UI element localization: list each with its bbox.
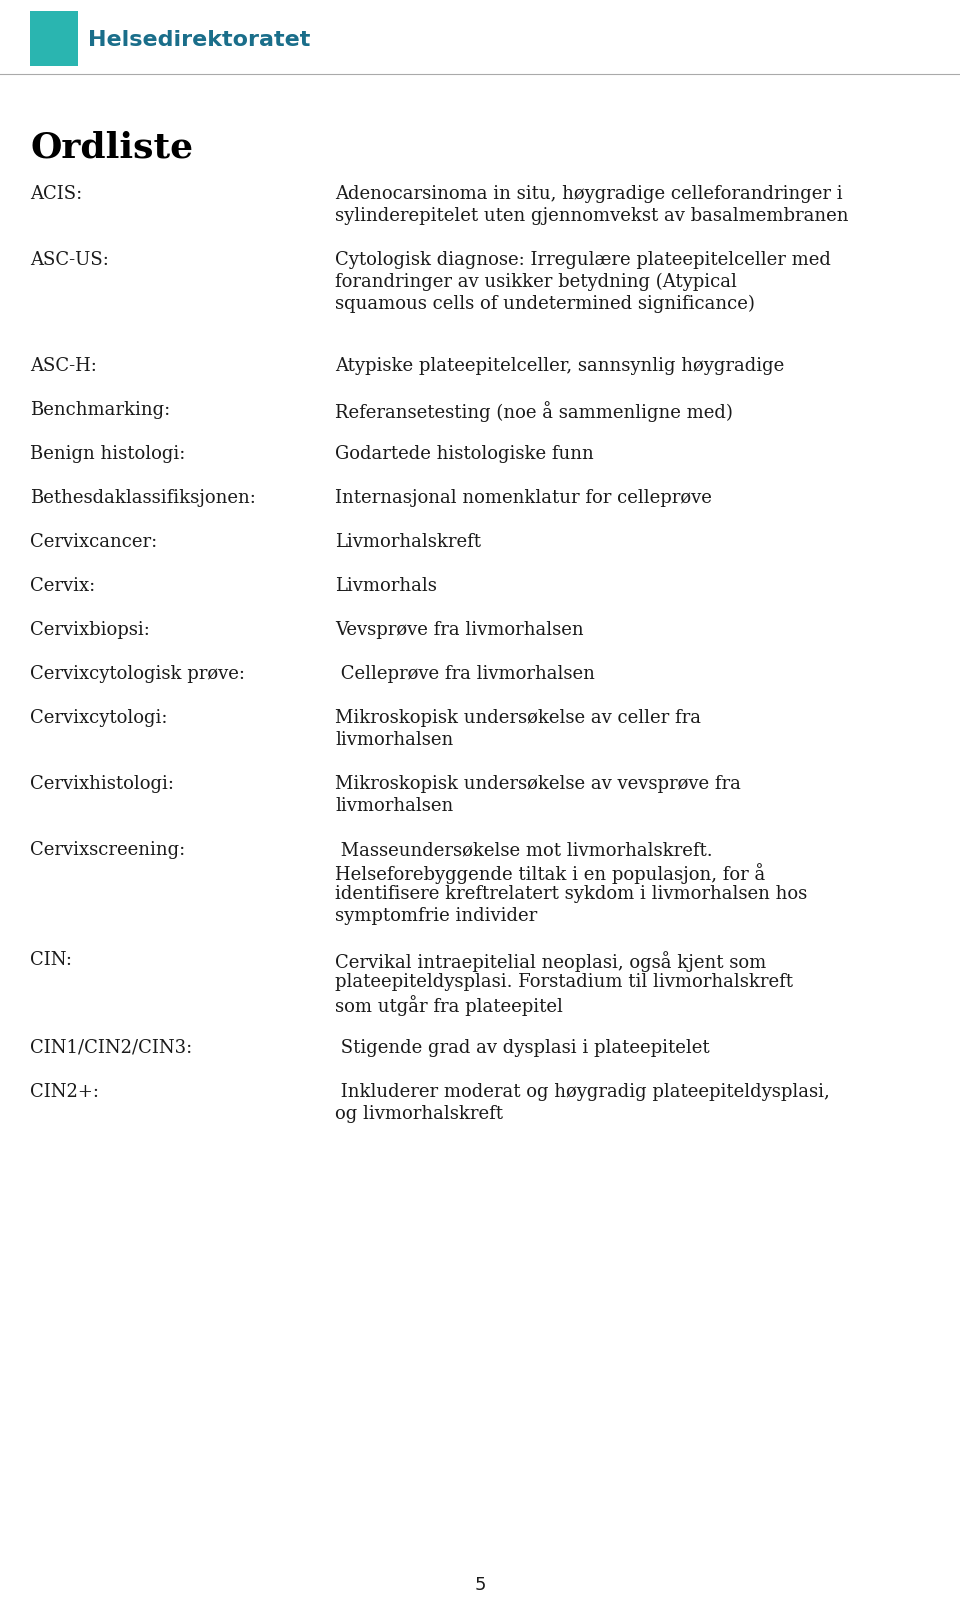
Text: livmorhalsen: livmorhalsen: [335, 730, 453, 748]
Text: CIN2+:: CIN2+:: [30, 1083, 99, 1100]
Text: og livmorhalskreft: og livmorhalskreft: [335, 1104, 503, 1123]
Text: Vevsprøve fra livmorhalsen: Vevsprøve fra livmorhalsen: [335, 620, 584, 638]
Text: Cervix:: Cervix:: [30, 576, 95, 594]
Text: sylinderepitelet uten gjennomvekst av basalmembranen: sylinderepitelet uten gjennomvekst av ba…: [335, 206, 849, 226]
Text: Cervixcytologi:: Cervixcytologi:: [30, 709, 167, 727]
Text: Cervixscreening:: Cervixscreening:: [30, 841, 185, 859]
Text: Adenocarsinoma in situ, høygradige celleforandringer i: Adenocarsinoma in situ, høygradige celle…: [335, 185, 843, 203]
Text: Inkluderer moderat og høygradig plateepiteldysplasi,: Inkluderer moderat og høygradig plateepi…: [335, 1083, 829, 1100]
Text: Bethesdaklassifiksjonen:: Bethesdaklassifiksjonen:: [30, 489, 256, 506]
Text: Masseundersøkelse mot livmorhalskreft.: Masseundersøkelse mot livmorhalskreft.: [335, 841, 712, 859]
Text: Celleprøve fra livmorhalsen: Celleprøve fra livmorhalsen: [335, 664, 595, 683]
Text: Livmorhalskreft: Livmorhalskreft: [335, 532, 481, 550]
Text: CIN:: CIN:: [30, 951, 72, 969]
Text: Livmorhals: Livmorhals: [335, 576, 437, 594]
Text: Helsedirektoratet: Helsedirektoratet: [88, 29, 310, 49]
Text: Mikroskopisk undersøkelse av celler fra: Mikroskopisk undersøkelse av celler fra: [335, 709, 701, 727]
Text: Referansetesting (noe å sammenligne med): Referansetesting (noe å sammenligne med): [335, 401, 732, 422]
Text: Cervixcytologisk prøve:: Cervixcytologisk prøve:: [30, 664, 245, 683]
Text: Cervixhistologi:: Cervixhistologi:: [30, 774, 174, 792]
Text: Cytologisk diagnose: Irregulære plateepitelceller med: Cytologisk diagnose: Irregulære plateepi…: [335, 252, 830, 269]
Text: CIN1/CIN2/CIN3:: CIN1/CIN2/CIN3:: [30, 1039, 192, 1057]
Text: som utgår fra plateepitel: som utgår fra plateepitel: [335, 995, 563, 1016]
Text: Ordliste: Ordliste: [30, 130, 193, 164]
Text: ASC-US:: ASC-US:: [30, 252, 108, 269]
Text: squamous cells of undetermined significance): squamous cells of undetermined significa…: [335, 295, 755, 313]
Text: ACIS:: ACIS:: [30, 185, 83, 203]
Text: Benign histologi:: Benign histologi:: [30, 445, 185, 463]
Text: Mikroskopisk undersøkelse av vevsprøve fra: Mikroskopisk undersøkelse av vevsprøve f…: [335, 774, 741, 792]
Text: Internasjonal nomenklatur for celleprøve: Internasjonal nomenklatur for celleprøve: [335, 489, 712, 506]
Text: Cervixcancer:: Cervixcancer:: [30, 532, 157, 550]
Text: forandringer av usikker betydning (Atypical: forandringer av usikker betydning (Atypi…: [335, 273, 737, 291]
Text: Godartede histologiske funn: Godartede histologiske funn: [335, 445, 593, 463]
Text: livmorhalsen: livmorhalsen: [335, 797, 453, 815]
Text: symptomfrie individer: symptomfrie individer: [335, 906, 538, 925]
Text: 5: 5: [474, 1574, 486, 1594]
Text: Cervixbiopsi:: Cervixbiopsi:: [30, 620, 150, 638]
Text: Cervikal intraepitelial neoplasi, også kjent som: Cervikal intraepitelial neoplasi, også k…: [335, 951, 766, 971]
Text: Helseforebyggende tiltak i en populasjon, for å: Helseforebyggende tiltak i en populasjon…: [335, 862, 765, 883]
Text: identifisere kreftrelatert sykdom i livmorhalsen hos: identifisere kreftrelatert sykdom i livm…: [335, 885, 807, 902]
Text: Stigende grad av dysplasi i plateepitelet: Stigende grad av dysplasi i plateepitele…: [335, 1039, 709, 1057]
Text: ASC-H:: ASC-H:: [30, 357, 97, 375]
Text: Atypiske plateepitelceller, sannsynlig høygradige: Atypiske plateepitelceller, sannsynlig h…: [335, 357, 784, 375]
Bar: [30, 11, 78, 67]
Text: Benchmarking:: Benchmarking:: [30, 401, 170, 419]
Text: plateepiteldysplasi. Forstadium til livmorhalskreft: plateepiteldysplasi. Forstadium til livm…: [335, 972, 793, 990]
